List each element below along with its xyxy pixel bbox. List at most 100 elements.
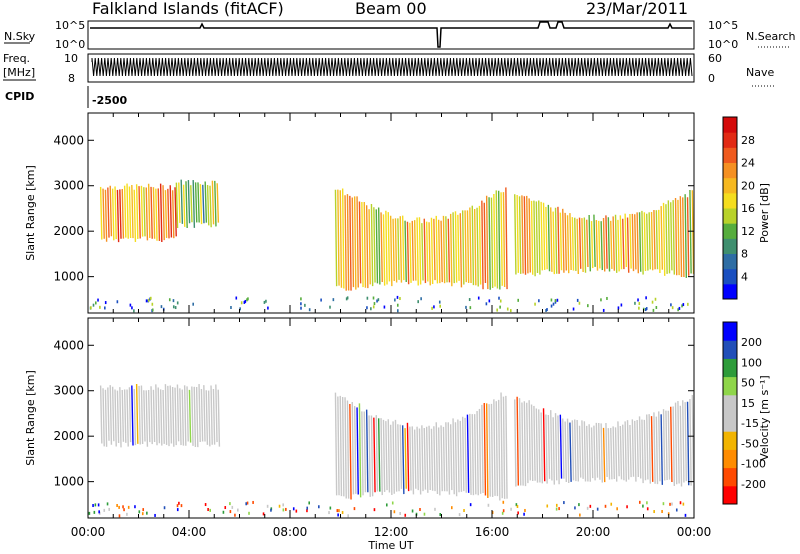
range-streak <box>452 212 455 284</box>
range-streak <box>457 214 460 281</box>
range-streak <box>145 390 149 447</box>
range-streak <box>387 212 391 282</box>
range-streak <box>631 213 635 272</box>
scatter-point <box>172 299 175 303</box>
scatter-point <box>338 509 340 513</box>
range-streak <box>133 189 137 243</box>
scatter-point <box>366 306 368 310</box>
ytick-label: 2000 <box>53 429 84 443</box>
scatter-point <box>404 513 407 517</box>
scatter-point <box>118 514 121 518</box>
range-streak <box>636 419 640 477</box>
freq-label: Freq. <box>3 52 30 65</box>
colorbar-swatch <box>723 208 737 224</box>
range-streak <box>178 182 181 223</box>
scatter-point <box>396 295 399 299</box>
scatter-point <box>104 306 106 310</box>
range-streak <box>461 416 465 492</box>
scatter-point <box>411 509 414 513</box>
cpid-label: CPID <box>5 90 34 103</box>
scatter-point <box>235 296 238 300</box>
range-streak <box>191 386 194 446</box>
range-streak <box>215 384 218 443</box>
scatter-point <box>433 305 435 309</box>
range-streak <box>641 210 644 275</box>
range-streak <box>174 387 177 446</box>
scatter-point <box>634 301 636 305</box>
scatter-point <box>572 307 575 311</box>
scatter-point <box>150 296 152 300</box>
scatter-point <box>270 508 272 512</box>
range-streak <box>624 421 628 482</box>
range-streak <box>490 403 494 498</box>
range-streak <box>490 197 494 289</box>
scatter-point <box>337 513 339 517</box>
range-streak <box>581 218 584 273</box>
range-streak <box>375 415 379 492</box>
range-streak <box>691 190 695 274</box>
scatter-point <box>240 301 243 305</box>
range-streak <box>612 426 616 480</box>
range-streak <box>610 220 613 269</box>
range-streak <box>128 186 132 238</box>
range-streak <box>157 188 161 241</box>
scatter-point <box>488 299 491 303</box>
range-streak <box>147 389 151 443</box>
range-streak <box>375 209 379 284</box>
range-streak <box>399 216 403 283</box>
range-streak <box>464 210 467 283</box>
scatter-point <box>174 306 177 310</box>
scatter-point <box>469 503 472 507</box>
range-streak <box>672 406 676 486</box>
scatter-point <box>396 303 399 307</box>
range-streak <box>119 189 122 239</box>
power-ylabel: Slant Range [km] <box>24 165 37 261</box>
range-streak <box>116 390 120 444</box>
range-streak <box>483 202 487 284</box>
range-streak <box>373 417 376 493</box>
range-streak <box>174 187 177 237</box>
range-streak <box>502 396 506 499</box>
range-streak <box>682 197 685 278</box>
range-streak <box>344 195 347 291</box>
range-streak <box>373 207 376 283</box>
scatter-point <box>496 308 498 312</box>
scatter-point <box>510 507 512 511</box>
range-streak <box>425 426 429 493</box>
scatter-point <box>306 506 309 510</box>
range-streak <box>368 209 371 285</box>
range-streak <box>368 415 371 497</box>
scatter-point <box>515 503 518 507</box>
velocity-colorbar: 200 100 50 15 -15 -50 -100 -200 <box>722 321 766 505</box>
range-streak <box>205 390 209 445</box>
colorbar-swatch <box>723 394 737 414</box>
range-streak <box>552 211 556 275</box>
scatter-point <box>329 506 332 510</box>
range-streak <box>538 200 541 275</box>
range-streak <box>689 190 692 274</box>
range-streak <box>540 201 544 271</box>
range-streak <box>346 194 350 291</box>
range-streak <box>341 397 345 497</box>
colorbar-tick: -100 <box>741 458 766 471</box>
range-streak <box>167 188 170 239</box>
scatter-point <box>617 306 620 310</box>
scatter-point <box>606 296 608 300</box>
range-streak <box>171 386 175 447</box>
range-streak <box>200 388 204 442</box>
scatter-point <box>654 297 657 301</box>
range-streak <box>478 205 482 285</box>
station-title: Falkland Islands (fitACF) <box>92 0 284 18</box>
scatter-point <box>204 503 207 507</box>
scatter-point <box>439 304 441 308</box>
range-streak <box>356 196 359 288</box>
scatter-point <box>678 306 681 310</box>
range-streak <box>469 207 472 283</box>
scatter-point <box>262 512 265 516</box>
range-streak <box>119 387 122 448</box>
scatter-point <box>341 511 344 515</box>
scatter-point <box>263 300 266 304</box>
range-streak <box>590 427 594 479</box>
range-streak <box>516 194 520 273</box>
scatter-point <box>439 513 442 517</box>
